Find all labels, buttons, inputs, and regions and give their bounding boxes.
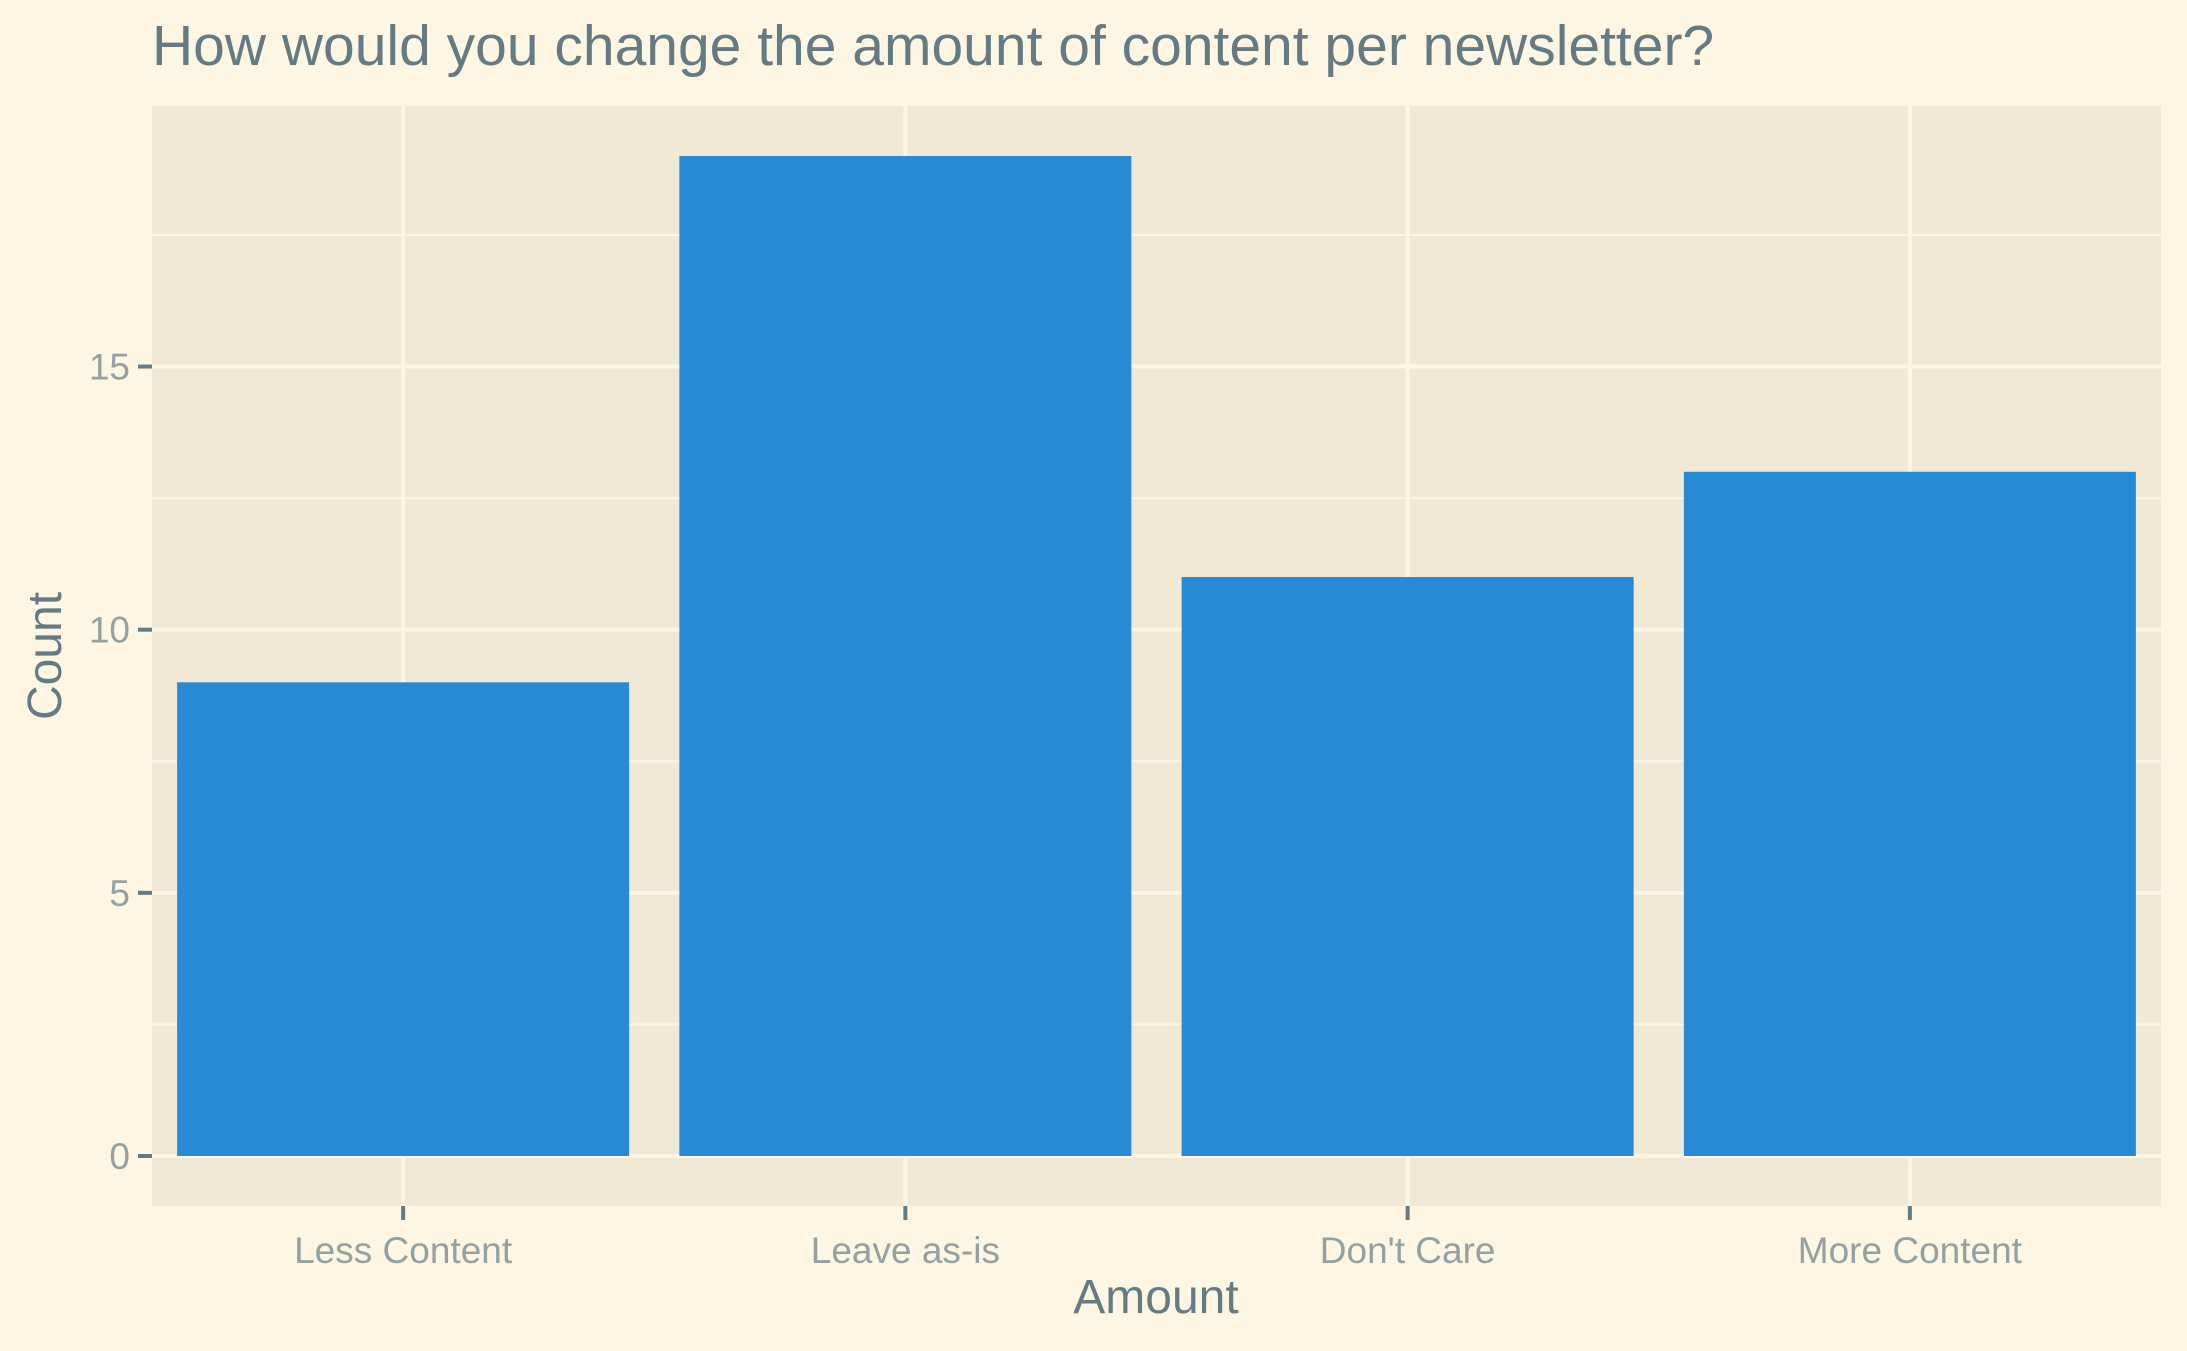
y-tick-label: 10 xyxy=(89,610,130,651)
x-tick-label: Less Content xyxy=(294,1230,513,1271)
bar-less-content xyxy=(177,682,630,1156)
y-tick-label: 0 xyxy=(109,1136,130,1177)
bar-leave-as-is xyxy=(679,156,1132,1156)
y-axis-title: Count xyxy=(19,592,72,720)
x-tick-label: Leave as-is xyxy=(811,1230,1000,1271)
y-axis: 0 5 10 15 xyxy=(89,347,152,1177)
x-axis-title: Amount xyxy=(1073,1271,1238,1324)
x-axis: Less Content Leave as-is Don't Care More Co… xyxy=(294,1206,2023,1271)
y-tick-label: 5 xyxy=(109,873,130,914)
y-tick-label: 15 xyxy=(89,347,130,388)
bar-don-t-care xyxy=(1181,577,1634,1156)
x-tick-label: Don't Care xyxy=(1320,1230,1496,1271)
chart-title: How would you change the amount of conte… xyxy=(152,14,1714,78)
bars xyxy=(177,156,2136,1157)
x-tick-label: More Content xyxy=(1798,1230,2023,1271)
bar-more-content xyxy=(1683,471,2136,1157)
